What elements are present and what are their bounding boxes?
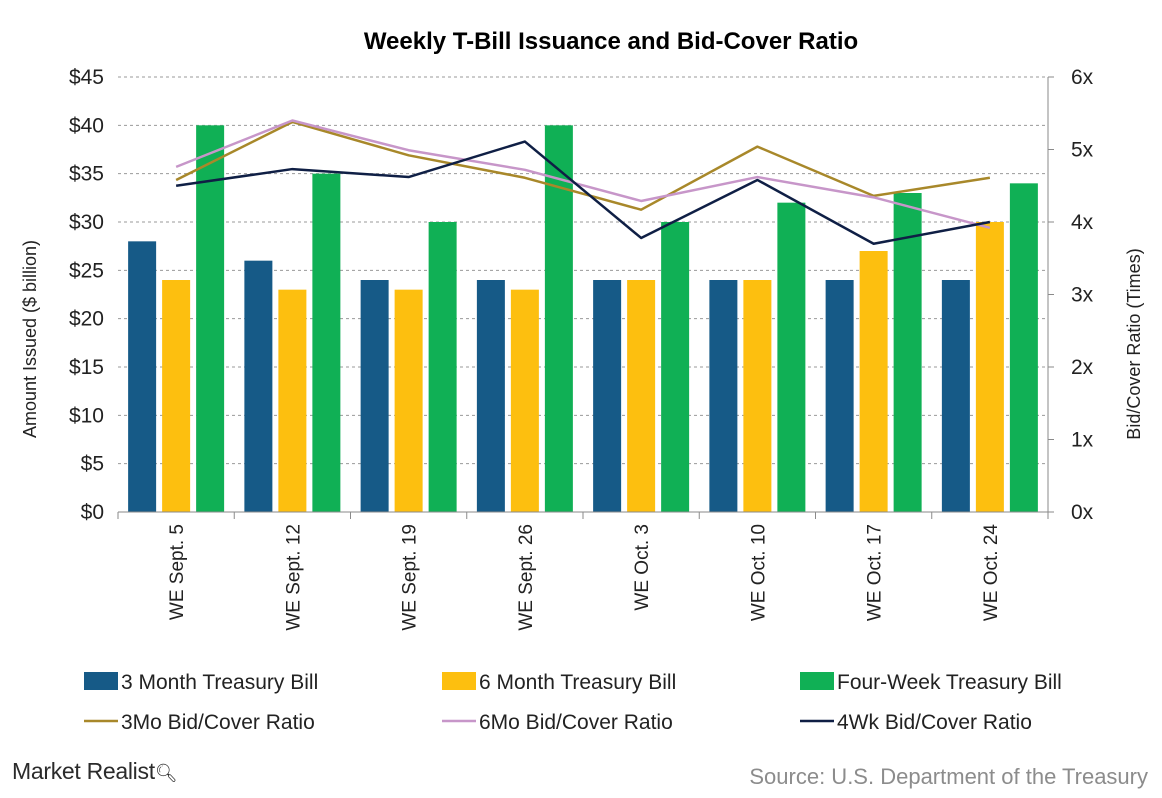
- brand-logo: Market Realist🔍︎: [12, 758, 178, 785]
- legend-label-4: 6Mo Bid/Cover Ratio: [479, 711, 673, 734]
- bar-1-7: [975, 222, 1004, 512]
- y-tick-right: 6x: [1071, 66, 1094, 89]
- y-axis-label-right: Bid/Cover Ratio (Times): [1124, 248, 1144, 439]
- legend-swatch-0: [84, 672, 118, 690]
- bar-0-3: [476, 280, 505, 512]
- bar-0-4: [593, 280, 622, 512]
- bar-2-6: [893, 193, 922, 512]
- legend-label-3: 3Mo Bid/Cover Ratio: [121, 711, 315, 734]
- bar-0-2: [360, 280, 389, 512]
- y-tick-left: $30: [69, 211, 104, 234]
- y-tick-left: $25: [69, 259, 104, 282]
- y-tick-right: 2x: [1071, 356, 1094, 379]
- y-tick-right: 3x: [1071, 284, 1094, 307]
- y-tick-left: $5: [81, 453, 104, 476]
- line-series-3: [175, 120, 991, 211]
- bar-0-7: [941, 280, 970, 512]
- bar-1-1: [278, 289, 307, 512]
- legend-swatch-2: [800, 672, 834, 690]
- legend-swatch-1: [442, 672, 476, 690]
- legend-label-5: 4Wk Bid/Cover Ratio: [837, 711, 1032, 734]
- bar-2-2: [428, 222, 457, 512]
- y-tick-left: $20: [69, 308, 104, 331]
- legend: 3 Month Treasury Bill 6 Month Treasury Bi…: [84, 671, 1062, 734]
- bar-0-1: [244, 260, 273, 512]
- bar-2-7: [1009, 183, 1038, 513]
- x-tick-label: WE Sept. 26: [516, 524, 537, 631]
- bar-1-2: [394, 289, 423, 512]
- legend-label-0: 3 Month Treasury Bill: [121, 671, 318, 694]
- x-tick-label: WE Oct. 24: [981, 524, 1002, 622]
- y-tick-right: 0x: [1071, 501, 1094, 524]
- bar-0-6: [825, 280, 854, 512]
- magnifier-chart-icon: 🔍︎: [154, 763, 178, 783]
- bar-1-6: [859, 251, 888, 512]
- gridlines: [118, 76, 1048, 465]
- x-tick-label: WE Sept. 19: [400, 524, 421, 631]
- bar-1-5: [743, 280, 772, 512]
- chart-title: Weekly T-Bill Issuance and Bid-Cover Rat…: [364, 28, 858, 55]
- y-tick-left: $0: [81, 501, 104, 524]
- bar-0-5: [709, 280, 738, 512]
- bar-2-1: [312, 173, 341, 512]
- legend-label-2: Four-Week Treasury Bill: [837, 671, 1062, 694]
- bar-2-5: [777, 202, 806, 512]
- bar-1-0: [162, 280, 191, 512]
- x-tick-label: WE Oct. 3: [632, 524, 653, 611]
- y-tick-left: $45: [69, 66, 104, 89]
- source-note: Source: U.S. Department of the Treasury: [749, 764, 1148, 789]
- y-tick-left: $10: [69, 404, 104, 427]
- axes: $0 $5 $10 $15 $20 $25 $30 $35 $40 $45 0x 1x 2x 3x 4x 5x…: [69, 66, 1094, 631]
- chart: Weekly T-Bill Issuance and Bid-Cover Rat…: [20, 28, 1144, 734]
- y-tick-right: 5x: [1071, 139, 1094, 162]
- y-axis-label-left: Amount Issued ($ billion): [20, 240, 40, 438]
- bar-2-4: [661, 222, 690, 512]
- bars: [128, 125, 1038, 513]
- y-tick-right: 4x: [1071, 211, 1094, 234]
- bar-1-3: [510, 289, 539, 512]
- y-tick-right: 1x: [1071, 429, 1094, 452]
- bar-2-0: [196, 125, 225, 512]
- y-tick-left: $40: [69, 114, 104, 137]
- legend-label-1: 6 Month Treasury Bill: [479, 671, 676, 694]
- brand-name: Market Realist: [12, 758, 155, 784]
- line-series-4: [175, 119, 991, 230]
- x-tick-label: WE Oct. 10: [748, 524, 769, 621]
- bar-0-0: [128, 241, 157, 513]
- x-tick-label: WE Sept. 5: [167, 524, 188, 620]
- x-tick-label: WE Oct. 17: [865, 524, 886, 621]
- line-series-5: [175, 140, 991, 245]
- bid-cover-lines: [175, 119, 991, 245]
- x-tick-label: WE Sept. 12: [283, 524, 304, 631]
- bar-1-4: [627, 280, 656, 512]
- y-tick-left: $15: [69, 356, 104, 379]
- y-tick-left: $35: [69, 163, 104, 186]
